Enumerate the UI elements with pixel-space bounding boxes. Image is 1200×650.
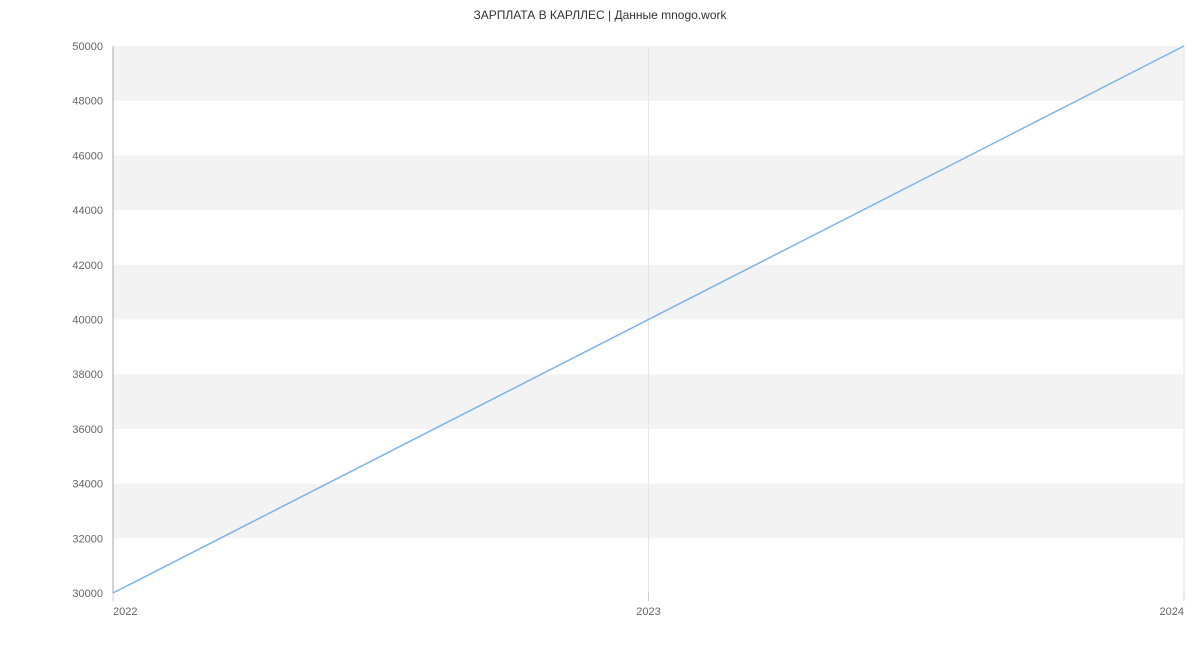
y-tick-label: 38000 — [72, 369, 103, 381]
y-tick-label: 34000 — [72, 479, 103, 491]
x-tick-label: 2023 — [636, 606, 660, 618]
x-tick-label: 2022 — [113, 606, 137, 618]
y-tick-label: 30000 — [72, 588, 103, 600]
y-tick-label: 36000 — [72, 424, 103, 436]
y-tick-label: 44000 — [72, 205, 103, 217]
x-tick-label: 2024 — [1160, 606, 1184, 618]
salary-line-chart: ЗАРПЛАТА В КАРЛЛЕС | Данные mnogo.work 3… — [0, 0, 1200, 650]
y-tick-label: 50000 — [72, 41, 103, 53]
y-tick-label: 40000 — [72, 315, 103, 327]
y-tick-label: 46000 — [72, 150, 103, 162]
y-tick-label: 42000 — [72, 260, 103, 272]
chart-canvas: 30000 32000 34000 36000 38000 40000 42000 44000… — [0, 0, 1200, 650]
y-tick-label: 32000 — [72, 533, 103, 545]
y-tick-label: 48000 — [72, 96, 103, 108]
